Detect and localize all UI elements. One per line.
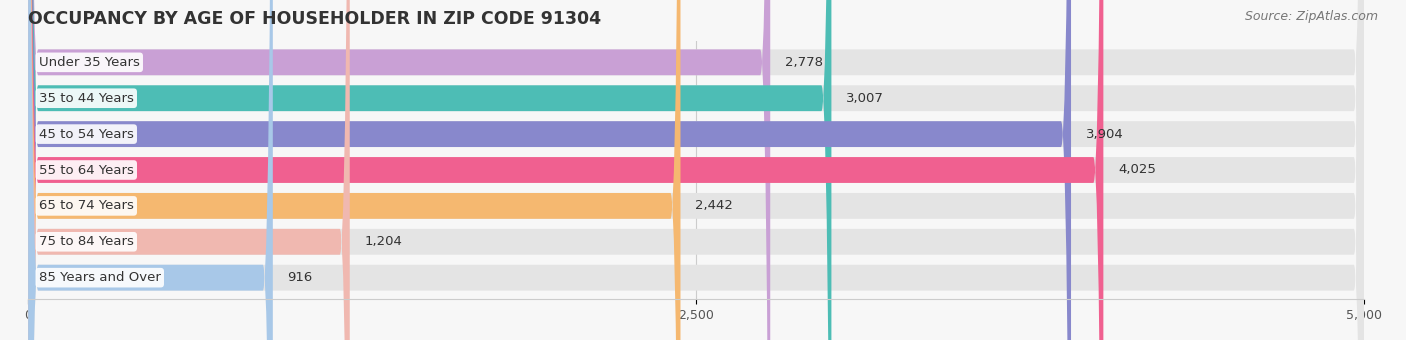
Text: 1,204: 1,204 [364, 235, 402, 248]
Text: 55 to 64 Years: 55 to 64 Years [39, 164, 134, 176]
Text: OCCUPANCY BY AGE OF HOUSEHOLDER IN ZIP CODE 91304: OCCUPANCY BY AGE OF HOUSEHOLDER IN ZIP C… [28, 10, 602, 28]
FancyBboxPatch shape [28, 0, 1104, 340]
FancyBboxPatch shape [28, 0, 831, 340]
FancyBboxPatch shape [28, 0, 1364, 340]
FancyBboxPatch shape [28, 0, 350, 340]
Text: 2,778: 2,778 [785, 56, 823, 69]
FancyBboxPatch shape [28, 0, 1364, 340]
FancyBboxPatch shape [28, 0, 770, 340]
FancyBboxPatch shape [28, 0, 273, 340]
FancyBboxPatch shape [28, 0, 681, 340]
FancyBboxPatch shape [28, 0, 1364, 340]
Text: 2,442: 2,442 [695, 199, 733, 212]
Text: Under 35 Years: Under 35 Years [39, 56, 139, 69]
FancyBboxPatch shape [28, 0, 1364, 340]
Text: 3,904: 3,904 [1085, 128, 1123, 141]
Text: 85 Years and Over: 85 Years and Over [39, 271, 160, 284]
Text: 3,007: 3,007 [846, 92, 884, 105]
Text: 45 to 54 Years: 45 to 54 Years [39, 128, 134, 141]
FancyBboxPatch shape [28, 0, 1364, 340]
FancyBboxPatch shape [28, 0, 1364, 340]
Text: 35 to 44 Years: 35 to 44 Years [39, 92, 134, 105]
Text: 4,025: 4,025 [1118, 164, 1156, 176]
Text: Source: ZipAtlas.com: Source: ZipAtlas.com [1244, 10, 1378, 23]
Text: 65 to 74 Years: 65 to 74 Years [39, 199, 134, 212]
FancyBboxPatch shape [28, 0, 1364, 340]
FancyBboxPatch shape [28, 0, 1071, 340]
Text: 75 to 84 Years: 75 to 84 Years [39, 235, 134, 248]
Text: 916: 916 [287, 271, 312, 284]
